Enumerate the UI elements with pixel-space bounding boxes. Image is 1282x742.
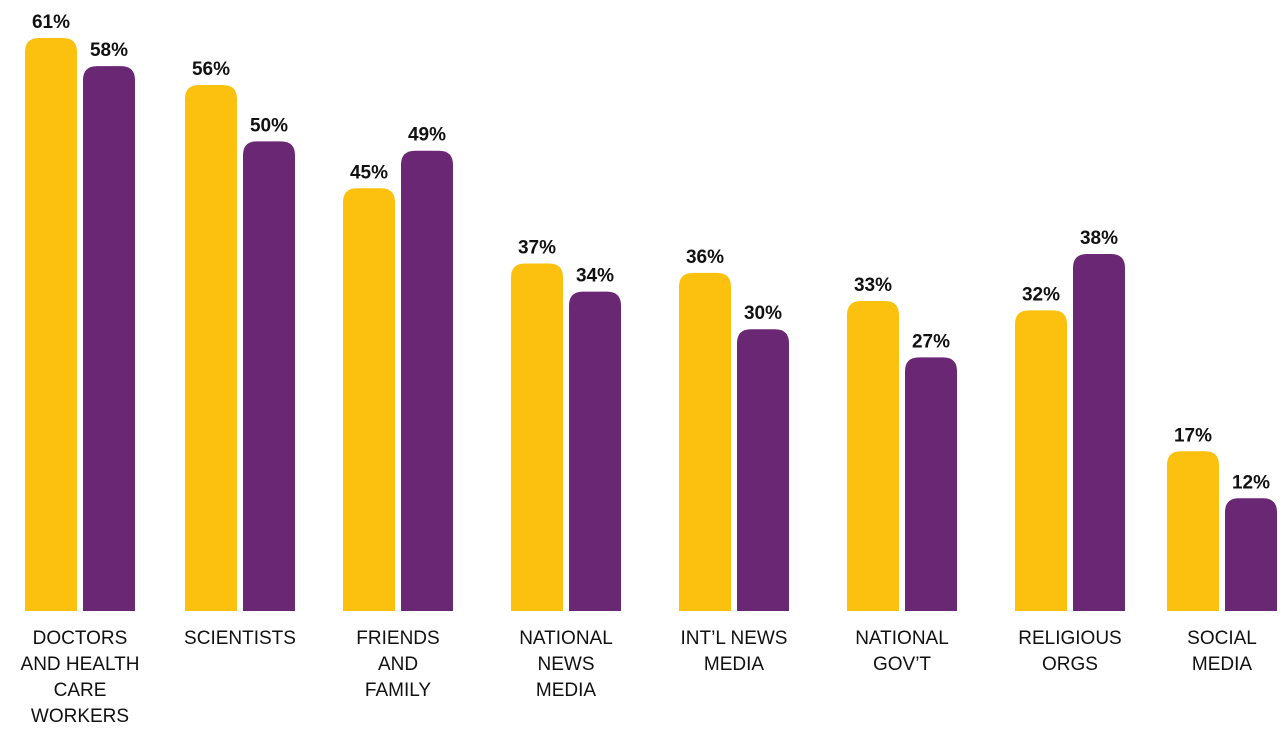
category-label-line: AND	[378, 654, 418, 675]
bar-series-2-cat-5	[737, 329, 789, 611]
bar-series-1-cat-8	[1167, 451, 1219, 611]
category-label-line: MEDIA	[704, 654, 765, 675]
bar-series-1-cat-2	[185, 84, 237, 611]
category-label-line: ORGS	[1042, 654, 1098, 675]
value-label-series-2-cat-8: 12%	[1232, 472, 1270, 493]
category-label-line: NATIONAL	[519, 628, 613, 649]
category-label-line: CARE	[54, 680, 107, 701]
bar-series-1-cat-3	[343, 188, 395, 611]
bar-series-2-cat-4	[569, 291, 621, 611]
value-label-series-2-cat-5: 30%	[744, 303, 782, 324]
bar-series-2-cat-8	[1225, 498, 1277, 611]
value-label-series-2-cat-1: 58%	[90, 40, 128, 61]
value-label-series-1-cat-8: 17%	[1174, 425, 1212, 446]
category-label-line: MEDIA	[1192, 654, 1253, 675]
bar-series-1-cat-4	[511, 263, 563, 611]
value-label-series-1-cat-1: 61%	[32, 12, 70, 33]
value-label-series-1-cat-7: 32%	[1022, 284, 1060, 305]
value-label-series-1-cat-6: 33%	[854, 275, 892, 296]
bar-series-1-cat-5	[679, 272, 731, 611]
value-label-series-1-cat-5: 36%	[686, 247, 724, 268]
category-label-line: NATIONAL	[855, 628, 949, 649]
category-label-line: DOCTORS	[33, 628, 128, 649]
value-label-series-2-cat-7: 38%	[1080, 228, 1118, 249]
category-labels-layer: DOCTORS AND HEALTH CARE WORKERS SCIENTISTS FR…	[21, 628, 1257, 727]
bar-series-1-cat-7	[1015, 310, 1067, 611]
bar-series-2-cat-3	[401, 150, 453, 611]
bar-series-1-cat-6	[847, 301, 899, 611]
category-label-3: FRIENDS AND FAMILY	[356, 628, 439, 701]
value-label-series-1-cat-3: 45%	[350, 162, 388, 183]
category-label-8: SOCIAL MEDIA	[1187, 628, 1257, 675]
value-label-series-1-cat-4: 37%	[518, 237, 556, 258]
category-label-1: DOCTORS AND HEALTH CARE WORKERS	[21, 628, 140, 727]
bar-series-2-cat-1	[83, 66, 135, 612]
category-label-line: RELIGIOUS	[1018, 628, 1121, 649]
category-label-7: RELIGIOUS ORGS	[1018, 628, 1121, 675]
value-label-series-2-cat-6: 27%	[912, 331, 950, 352]
category-label-line: GOV’T	[873, 654, 931, 675]
category-label-line: SOCIAL	[1187, 628, 1257, 649]
category-label-6: NATIONAL GOV’T	[855, 628, 949, 675]
bar-series-2-cat-6	[905, 357, 957, 611]
bars-layer	[25, 38, 1277, 612]
category-label-line: FAMILY	[365, 680, 431, 701]
value-label-series-2-cat-2: 50%	[250, 115, 288, 136]
category-label-4: NATIONAL NEWS MEDIA	[519, 628, 613, 701]
value-labels-layer: 61% 56% 45% 37% 36% 33% 32% 17% 58% 50% 49% 34% 30% 2…	[32, 12, 1270, 493]
category-label-line: AND HEALTH	[21, 654, 140, 675]
category-label-2: SCIENTISTS	[184, 628, 296, 649]
bar-series-1-cat-1	[25, 38, 77, 611]
category-label-line: MEDIA	[536, 680, 597, 701]
category-label-line: FRIENDS	[356, 628, 439, 649]
category-label-5: INT’L NEWS MEDIA	[681, 628, 788, 675]
value-label-series-1-cat-2: 56%	[192, 59, 230, 80]
bar-series-2-cat-7	[1073, 254, 1125, 611]
value-label-series-2-cat-3: 49%	[408, 125, 446, 146]
value-label-series-2-cat-4: 34%	[576, 266, 614, 287]
bar-series-2-cat-2	[243, 141, 295, 611]
category-label-line: WORKERS	[31, 706, 129, 727]
category-label-line: NEWS	[538, 654, 595, 675]
category-label-line: SCIENTISTS	[184, 628, 296, 649]
category-label-line: INT’L NEWS	[681, 628, 788, 649]
